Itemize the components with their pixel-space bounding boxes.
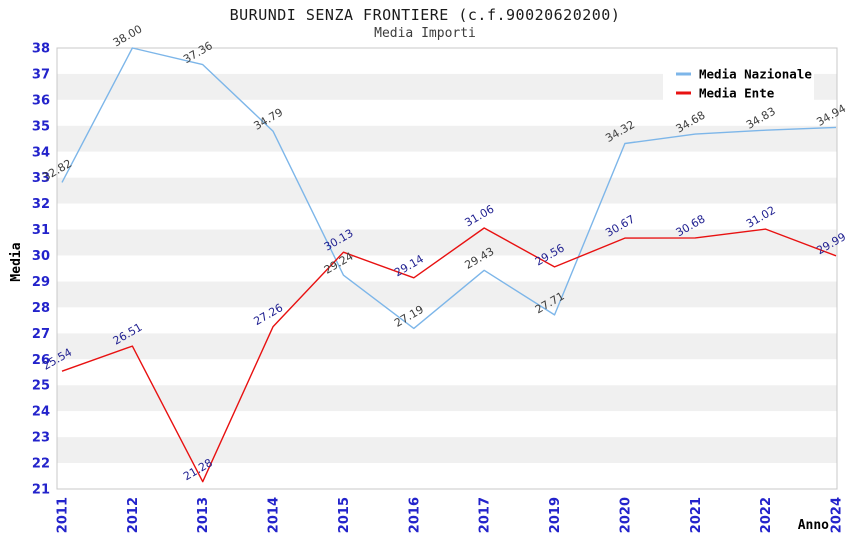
x-tick-label-2015: 2015 bbox=[337, 497, 352, 533]
legend-label-media-ente: Media Ente bbox=[699, 86, 775, 101]
x-tick-label-2014: 2014 bbox=[267, 497, 282, 533]
x-tick-label-2012: 2012 bbox=[126, 497, 141, 533]
data-label-media-nazionale: 38.00 bbox=[111, 22, 145, 49]
plot-stripe bbox=[57, 385, 837, 412]
y-tick-label: 24 bbox=[32, 405, 50, 420]
plot-border bbox=[56, 47, 838, 490]
y-tick-label: 36 bbox=[32, 93, 50, 108]
plot-stripe bbox=[57, 437, 837, 464]
plot-stripe bbox=[57, 203, 837, 230]
y-tick-label: 31 bbox=[32, 223, 50, 238]
plot-stripe bbox=[57, 307, 837, 334]
plot-stripe bbox=[57, 125, 837, 152]
plot-stripe bbox=[57, 229, 837, 256]
y-tick-label: 37 bbox=[32, 67, 50, 82]
plot-stripe bbox=[57, 333, 837, 360]
plot-stripe bbox=[57, 359, 837, 386]
y-tick-label: 23 bbox=[32, 431, 50, 446]
y-tick-label: 38 bbox=[32, 42, 50, 57]
y-tick-label: 21 bbox=[32, 483, 50, 498]
y-tick-label: 22 bbox=[32, 457, 50, 472]
y-tick-label: 32 bbox=[32, 197, 50, 212]
x-tick-label-2024: 2024 bbox=[830, 497, 845, 533]
legend-label-media-nazionale: Media Nazionale bbox=[699, 67, 812, 82]
x-tick-label-2011: 2011 bbox=[56, 497, 71, 533]
y-tick-label: 35 bbox=[32, 119, 50, 134]
plot-stripe bbox=[57, 99, 837, 126]
y-tick-label: 29 bbox=[32, 275, 50, 290]
y-axis-title: Media bbox=[9, 242, 24, 281]
x-tick-label-2020: 2020 bbox=[618, 497, 633, 533]
y-tick-label: 25 bbox=[32, 379, 50, 394]
plot-stripe bbox=[57, 151, 837, 178]
series-line-media-nazionale bbox=[61, 47, 837, 330]
series-line-media-ente bbox=[61, 227, 837, 483]
x-tick-label-2019: 2019 bbox=[548, 497, 563, 533]
chart-subtitle: Media Importi bbox=[374, 26, 476, 41]
x-tick-label-2017: 2017 bbox=[478, 497, 493, 533]
plot-stripe bbox=[57, 255, 837, 282]
x-tick-label-2021: 2021 bbox=[689, 497, 704, 533]
x-tick-label-2022: 2022 bbox=[759, 497, 774, 533]
y-tick-label: 28 bbox=[32, 301, 50, 316]
chart-title: BURUNDI SENZA FRONTIERE (c.f.90020620200… bbox=[229, 6, 621, 24]
y-tick-label: 30 bbox=[32, 249, 50, 264]
y-tick-label: 27 bbox=[32, 327, 50, 342]
plot-stripe bbox=[57, 281, 837, 308]
y-tick-label: 34 bbox=[32, 145, 50, 160]
y-tick-label: 26 bbox=[32, 353, 50, 368]
x-tick-label-2013: 2013 bbox=[196, 497, 211, 533]
y-tick-label: 33 bbox=[32, 171, 50, 186]
x-axis-title: Anno bbox=[798, 518, 829, 533]
plot-stripe bbox=[57, 463, 837, 489]
plot-stripe bbox=[57, 411, 837, 438]
x-tick-label-2016: 2016 bbox=[407, 497, 422, 533]
plot-stripe bbox=[57, 177, 837, 204]
